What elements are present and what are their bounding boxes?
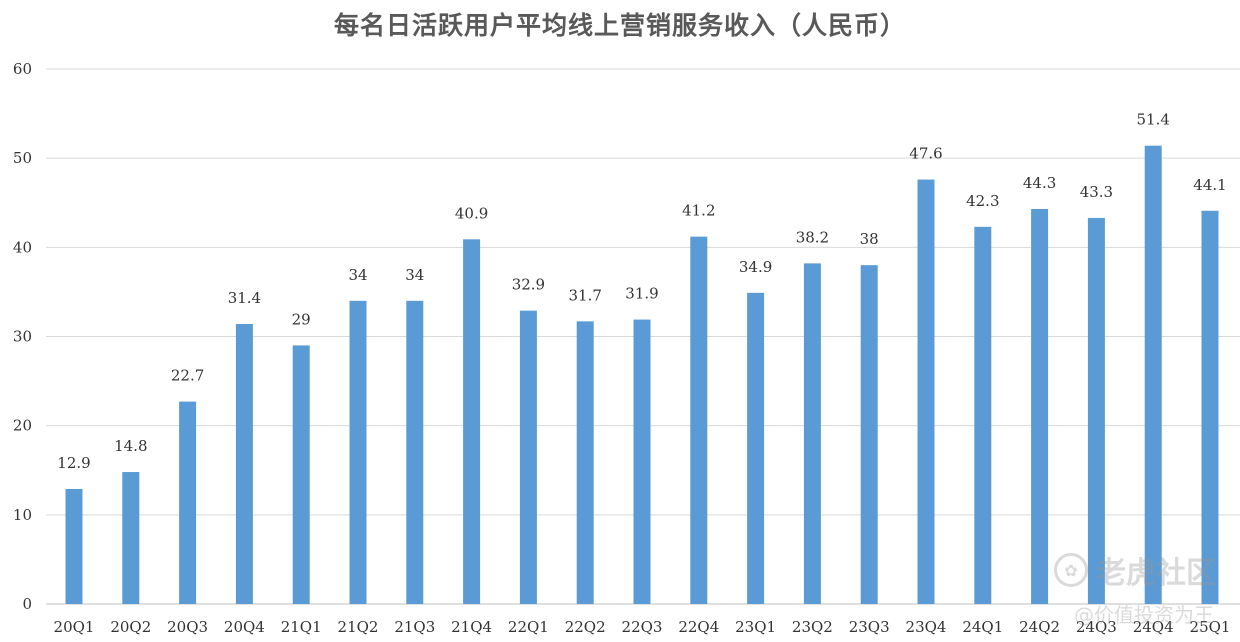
x-category-label: 21Q1 xyxy=(281,618,322,636)
bar xyxy=(122,472,140,604)
x-category-label: 21Q4 xyxy=(451,618,492,636)
y-tick-label: 40 xyxy=(13,238,32,256)
data-label: 34 xyxy=(348,266,367,284)
x-category-label: 23Q1 xyxy=(735,618,776,636)
bars xyxy=(65,145,1219,605)
bar xyxy=(179,401,197,604)
bar xyxy=(1087,217,1105,605)
x-category-label: 20Q3 xyxy=(167,618,208,636)
y-axis-ticks: 0 10 20 30 40 50 60 xyxy=(13,60,32,613)
bar xyxy=(974,226,992,604)
y-tick-label: 20 xyxy=(13,417,32,435)
bar xyxy=(65,488,83,604)
data-label: 12.9 xyxy=(57,454,90,472)
x-category-label: 20Q2 xyxy=(110,618,151,636)
bar xyxy=(1144,145,1162,604)
y-tick-label: 60 xyxy=(13,60,32,78)
data-label: 34.9 xyxy=(739,258,772,276)
bar xyxy=(519,310,537,604)
bar xyxy=(406,300,424,604)
x-category-label: 22Q1 xyxy=(508,618,549,636)
data-label: 29 xyxy=(292,310,311,328)
data-label: 31.7 xyxy=(568,286,601,304)
bar xyxy=(633,319,651,604)
watermark-author: @价值投资为王 xyxy=(1074,603,1214,627)
data-label: 44.1 xyxy=(1193,176,1226,194)
x-category-label: 24Q2 xyxy=(1019,618,1060,636)
y-tick-label: 30 xyxy=(13,328,32,346)
bar xyxy=(690,236,708,604)
x-category-label: 22Q3 xyxy=(622,618,663,636)
bar xyxy=(463,239,481,604)
value-labels: 12.9 14.8 22.7 31.4 29 34 34 40.9 32.9 31.7 31.9 41… xyxy=(57,111,1226,472)
data-label: 38.2 xyxy=(796,228,829,246)
x-category-label: 21Q2 xyxy=(338,618,379,636)
data-label: 44.3 xyxy=(1023,174,1056,192)
chart-title: 每名日活跃用户平均线上营销服务收入（人民币） xyxy=(333,11,906,40)
watermark-logo: ✿ 老虎社区 xyxy=(1054,548,1216,592)
data-label: 42.3 xyxy=(966,192,999,210)
x-category-label: 23Q2 xyxy=(792,618,833,636)
y-tick-label: 0 xyxy=(22,595,32,613)
watermark-text: 老虎社区 xyxy=(1096,556,1216,591)
data-label: 14.8 xyxy=(114,437,147,455)
data-label: 34 xyxy=(405,266,424,284)
bar xyxy=(349,300,367,604)
data-label: 22.7 xyxy=(171,367,204,385)
bar xyxy=(235,324,253,604)
bar xyxy=(860,265,878,604)
data-label: 32.9 xyxy=(512,276,545,294)
y-tick-label: 50 xyxy=(13,149,32,167)
bar xyxy=(292,345,310,604)
x-category-label: 22Q2 xyxy=(565,618,606,636)
tiger-logo-icon: ✿ xyxy=(1054,553,1088,587)
data-label: 43.3 xyxy=(1080,183,1113,201)
data-label: 31.4 xyxy=(228,289,261,307)
x-category-label: 24Q3 xyxy=(1076,618,1117,636)
x-category-label: 22Q4 xyxy=(678,618,719,636)
x-axis-categories: 20Q1 20Q2 20Q3 20Q4 21Q1 21Q2 21Q3 21Q4 22Q1 22Q2… xyxy=(54,618,1231,636)
x-category-label: 23Q3 xyxy=(849,618,890,636)
data-label: 31.9 xyxy=(625,285,658,303)
x-category-label: 21Q3 xyxy=(394,618,435,636)
x-category-label: 20Q4 xyxy=(224,618,265,636)
data-label: 40.9 xyxy=(455,204,488,222)
bar xyxy=(803,263,821,604)
x-category-label: 24Q4 xyxy=(1133,618,1174,636)
x-category-label: 25Q1 xyxy=(1190,618,1231,636)
x-category-label: 23Q4 xyxy=(906,618,947,636)
bar xyxy=(1201,210,1219,604)
bar xyxy=(747,292,765,604)
data-label: 47.6 xyxy=(909,145,942,163)
data-label: 41.2 xyxy=(682,202,715,220)
y-tick-label: 10 xyxy=(13,506,32,524)
data-label: 51.4 xyxy=(1136,111,1169,129)
x-category-label: 20Q1 xyxy=(54,618,95,636)
bar xyxy=(576,321,594,604)
data-label: 38 xyxy=(860,230,879,248)
bar xyxy=(917,179,935,605)
x-category-label: 24Q1 xyxy=(962,618,1003,636)
bar xyxy=(1031,208,1049,604)
